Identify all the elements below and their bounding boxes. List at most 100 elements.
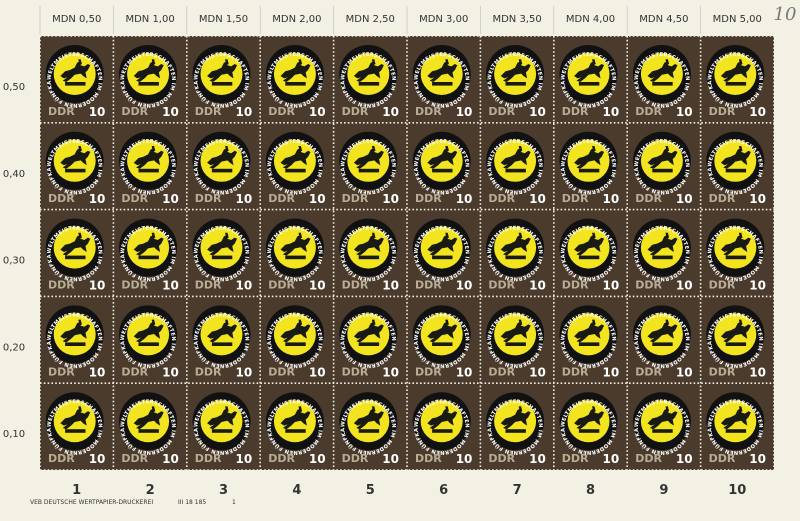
stamp-value: 10 [162, 192, 179, 206]
top-value-label: MDN 2,00 [272, 14, 321, 25]
stamp-country: DDR [635, 192, 662, 205]
stamp-value: 10 [235, 365, 252, 379]
stamp-country: DDR [562, 365, 589, 378]
stamp-country: DDR [488, 452, 515, 465]
column-number: 1 [72, 483, 81, 498]
stamp-value: 10 [456, 279, 473, 293]
stamp-country: DDR [268, 452, 295, 465]
stamp-value: 10 [89, 105, 106, 119]
column-number: 9 [659, 483, 668, 498]
stamp-value: 10 [749, 192, 766, 206]
stamp-country: DDR [121, 105, 148, 118]
stamp-value: 10 [309, 452, 326, 466]
stamp-value: 10 [749, 452, 766, 466]
stamp-value: 10 [676, 452, 693, 466]
left-value-label: 0,30 [3, 256, 25, 267]
stamp-value: 10 [162, 279, 179, 293]
stamp-country: DDR [268, 105, 295, 118]
stamp-country: DDR [195, 365, 222, 378]
stamp-value: 10 [382, 452, 399, 466]
stamp-value: 10 [309, 105, 326, 119]
stamp-country: DDR [709, 452, 736, 465]
stamp-value: 10 [235, 452, 252, 466]
stamp-value: 10 [676, 365, 693, 379]
stamp-country: DDR [635, 279, 662, 292]
stamp-value: 10 [749, 365, 766, 379]
corner-note: 10 [774, 4, 797, 25]
top-value-label: MDN 3,00 [419, 14, 468, 25]
stamp-country: DDR [48, 279, 75, 292]
stamp-country: DDR [195, 279, 222, 292]
stamp-value: 10 [89, 452, 106, 466]
stamp-country: DDR [488, 279, 515, 292]
stamp-country: DDR [342, 365, 369, 378]
stamp-value: 10 [602, 105, 619, 119]
stamp-value: 10 [529, 192, 546, 206]
stamp-value: 10 [676, 279, 693, 293]
stamp-country: DDR [121, 365, 148, 378]
stamp-value: 10 [749, 105, 766, 119]
column-number: 3 [219, 483, 228, 498]
stamp-value: 10 [676, 105, 693, 119]
stamp-value: 10 [529, 452, 546, 466]
printer-imprint: VEB DEUTSCHE WERTPAPIER-DRUCKEREI [30, 499, 153, 506]
top-value-label: MDN 1,50 [199, 14, 248, 25]
stamp-value: 10 [89, 279, 106, 293]
stamp-country: DDR [268, 192, 295, 205]
top-value-label: MDN 4,50 [639, 14, 688, 25]
stamp-country: DDR [342, 452, 369, 465]
stamp-value: 10 [456, 365, 473, 379]
left-value-label: 0,40 [3, 169, 25, 180]
stamp-country: DDR [48, 365, 75, 378]
top-value-label: MDN 3,50 [492, 14, 541, 25]
stamp-country: DDR [48, 192, 75, 205]
stamp-country: DDR [195, 192, 222, 205]
stamp-country: DDR [48, 452, 75, 465]
stamp-country: DDR [195, 452, 222, 465]
column-number: 4 [292, 483, 301, 498]
stamp-value: 10 [456, 105, 473, 119]
stamp-country: DDR [268, 279, 295, 292]
stamp-country: DDR [415, 365, 442, 378]
column-number: 10 [728, 483, 746, 498]
stamp-country: DDR [415, 192, 442, 205]
stamp-country: DDR [635, 105, 662, 118]
stamp-value: 10 [456, 452, 473, 466]
stamp-value: 10 [676, 192, 693, 206]
stamp-country: DDR [709, 365, 736, 378]
stamp-country: DDR [415, 452, 442, 465]
stamp-value: 10 [529, 365, 546, 379]
stamp-value: 10 [235, 192, 252, 206]
stamp-value: 10 [602, 452, 619, 466]
stamp-value: 10 [456, 192, 473, 206]
stamp-value: 10 [382, 365, 399, 379]
stamp-country: DDR [562, 192, 589, 205]
stamp-value: 10 [382, 192, 399, 206]
stamp-country: DDR [709, 105, 736, 118]
column-number: 2 [146, 483, 155, 498]
column-number: 7 [513, 483, 522, 498]
imprint-code: III 18 185 [178, 499, 206, 506]
column-number: 8 [586, 483, 595, 498]
stamp-value: 10 [89, 192, 106, 206]
stamp-country: DDR [709, 279, 736, 292]
left-value-label: 0,10 [3, 429, 25, 440]
column-number: 6 [439, 483, 448, 498]
stamp-country: DDR [488, 365, 515, 378]
stamp-value: 10 [162, 365, 179, 379]
stamp-value: 10 [529, 105, 546, 119]
stamp-value: 10 [89, 365, 106, 379]
stamp-country: DDR [562, 105, 589, 118]
stamp-country: DDR [709, 192, 736, 205]
stamp-value: 10 [602, 192, 619, 206]
stamp-country: DDR [635, 452, 662, 465]
stamp-country: DDR [48, 105, 75, 118]
left-value-label: 0,20 [3, 342, 25, 353]
stamp-country: DDR [415, 279, 442, 292]
left-value-label: 0,50 [3, 82, 25, 93]
top-value-label: MDN 0,50 [52, 14, 101, 25]
stamp-country: DDR [121, 192, 148, 205]
stamp-value: 10 [309, 192, 326, 206]
stamp-value: 10 [235, 105, 252, 119]
